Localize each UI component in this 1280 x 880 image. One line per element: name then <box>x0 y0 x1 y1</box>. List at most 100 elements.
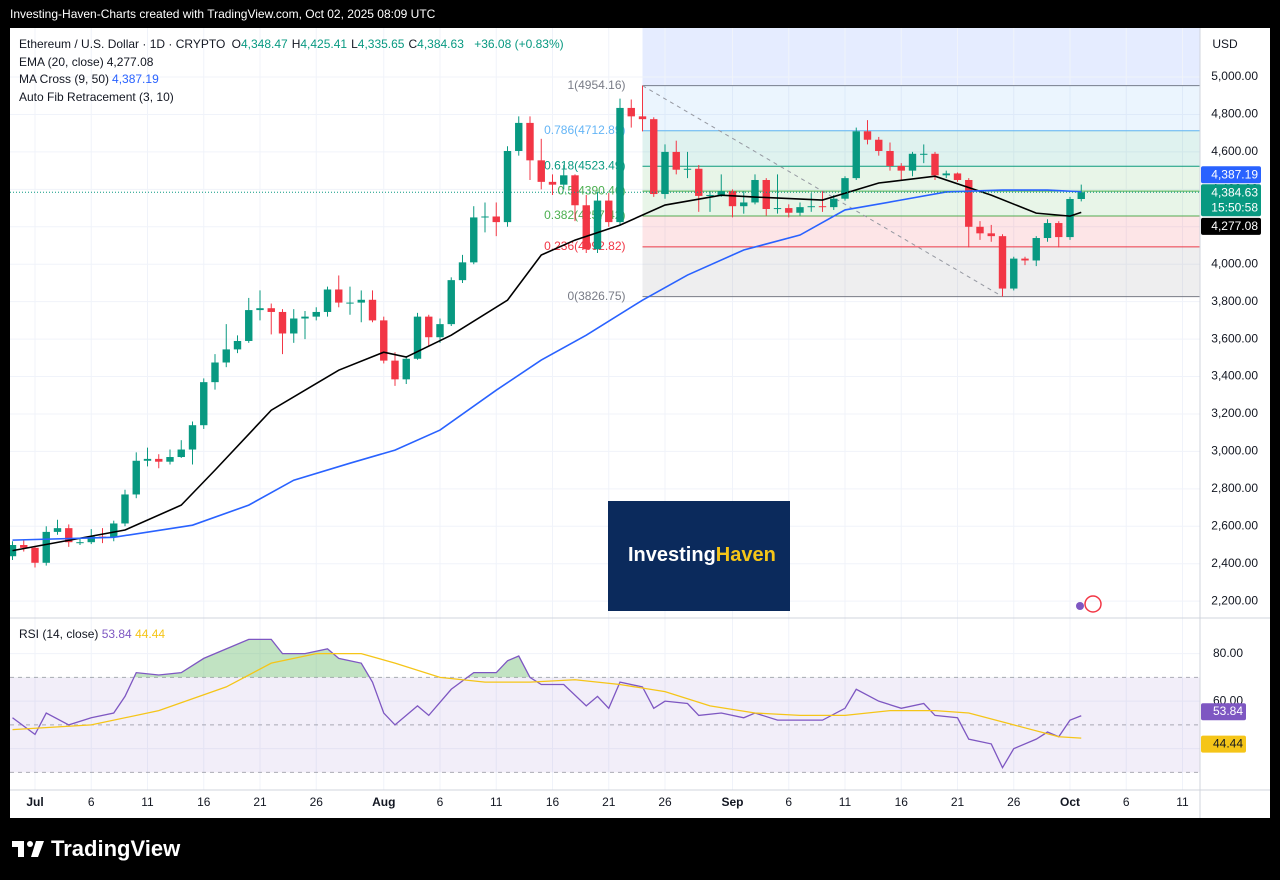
candle-body <box>53 528 62 532</box>
ohlc-value: 4,335.65 <box>357 37 405 51</box>
candle-body <box>987 233 995 237</box>
y-tick-label: 3,800.00 <box>1211 294 1258 308</box>
candle-body <box>1055 223 1063 238</box>
price-background <box>642 28 1200 86</box>
legend-row: Auto Fib Retracement (3, 10) <box>19 89 567 107</box>
fib-label: 0.618(4523.49) <box>544 158 625 172</box>
fib-label: 0(3826.75) <box>567 289 625 303</box>
indicator-line <box>12 175 1082 552</box>
fib-label: 0.5(4390.46) <box>557 183 625 197</box>
x-tick-label: 11 <box>839 795 852 809</box>
candle-body <box>695 168 703 196</box>
ohlc-value: 4,384.63 <box>417 37 464 51</box>
candle-body <box>807 206 815 208</box>
x-tick-label: 6 <box>437 795 444 809</box>
candle-body <box>402 358 410 380</box>
indicator-name: Auto Fib Retracement (3, 10) <box>19 89 174 104</box>
candle-body <box>931 153 939 176</box>
ma-value-label: 4,387.19 <box>1211 167 1258 181</box>
candle-body <box>605 200 613 223</box>
rsi-value-box <box>1201 703 1246 721</box>
candle-body <box>740 202 748 207</box>
ema-value-box <box>1201 217 1261 235</box>
candle-body <box>346 302 354 304</box>
candle-body <box>942 173 950 176</box>
close-value-box <box>1201 184 1261 217</box>
overbought-fill <box>12 639 1082 678</box>
rsi-line <box>12 652 1082 739</box>
x-tick-label: 11 <box>1176 795 1189 809</box>
candle-body <box>762 179 770 210</box>
symbol: Ethereum / U.S. Dollar · 1D · CRYPTO <box>19 37 226 51</box>
candle-body <box>1066 198 1074 238</box>
candle-body <box>211 362 219 383</box>
candle-body <box>571 175 579 206</box>
candle-body <box>548 181 557 185</box>
ohlc-label: C <box>408 37 418 51</box>
ema-value-label: 4,277.08 <box>1211 219 1258 233</box>
candle-body <box>65 528 73 543</box>
x-tick-label: 6 <box>88 795 95 809</box>
x-tick-label: 16 <box>546 795 560 809</box>
icon <box>1076 595 1102 613</box>
rsi-title: RSI (14, close) <box>19 627 99 641</box>
candle-body <box>20 544 28 548</box>
y-tick-label: 3,400.00 <box>1211 369 1258 383</box>
logo-part <box>27 841 33 847</box>
x-tick-label: 26 <box>658 795 672 809</box>
rsi-value-label: 44.44 <box>1213 736 1243 750</box>
y-tick-label: 2,200.00 <box>1211 593 1258 607</box>
candle-body <box>222 349 230 363</box>
candle-body <box>380 320 388 361</box>
flag-icon <box>1084 595 1102 613</box>
candle-body <box>728 191 737 207</box>
fib-zone <box>642 85 1200 131</box>
candle-body <box>650 119 658 195</box>
ohlc: O4,348.47 H4,425.41 L4,335.65 C4,384.63 <box>232 37 468 51</box>
currency: USD <box>1212 37 1238 51</box>
change: +36.08 (+0.83%) <box>474 37 564 51</box>
candle-body <box>391 360 399 380</box>
candle-body <box>278 311 287 334</box>
ohlc-label: H <box>291 37 301 51</box>
candle-body <box>267 308 275 312</box>
rsi-value-label: 53.84 <box>1213 704 1243 718</box>
candle-body <box>166 457 174 462</box>
ohlc-value: 4,425.41 <box>300 37 348 51</box>
ohlc-label: O <box>231 37 241 51</box>
y-tick-label: 5,000.00 <box>1211 69 1258 83</box>
candle-body <box>290 318 298 334</box>
candle-body <box>908 153 917 171</box>
candle-body <box>1010 258 1018 289</box>
candle-body <box>492 216 500 223</box>
rsi-value-box <box>1201 735 1246 753</box>
axes: USD Jul 6 11 16 21 26 Aug 6 11 16 21 26 Sep 6 11 16 21 26… <box>10 28 1270 818</box>
candle-body <box>796 207 804 213</box>
candle-body <box>1043 223 1052 239</box>
candle-body <box>503 150 512 223</box>
candle-body <box>863 131 872 140</box>
y-tick-label: 2,600.00 <box>1211 518 1258 532</box>
candle-body <box>953 173 962 180</box>
candle-body <box>1032 238 1040 261</box>
x-tick-label: Jul <box>26 795 43 809</box>
watermark-text: InvestingHaven <box>628 544 776 566</box>
candle-body <box>200 382 208 426</box>
candle-body <box>785 208 793 213</box>
y-tick-label: 4,000.00 <box>1211 256 1258 270</box>
ohlc-label: L <box>351 37 358 51</box>
x-tick-label: 16 <box>895 795 909 809</box>
x-tick-label: 21 <box>253 795 267 809</box>
candle-body <box>357 299 365 303</box>
candle-body <box>425 316 433 338</box>
x-tick-label: 26 <box>310 795 324 809</box>
candle-body <box>87 536 95 543</box>
fib-zone <box>642 216 1200 247</box>
legend-row: Ethereum / U.S. Dollar · 1D · CRYPTO O4,… <box>19 36 567 54</box>
candle-body <box>256 308 264 311</box>
indicator-name: EMA (20, close) <box>19 54 104 69</box>
candle-body <box>672 151 680 170</box>
candle-body <box>447 280 455 325</box>
candle-body <box>177 449 185 458</box>
candle-body <box>998 236 1007 289</box>
